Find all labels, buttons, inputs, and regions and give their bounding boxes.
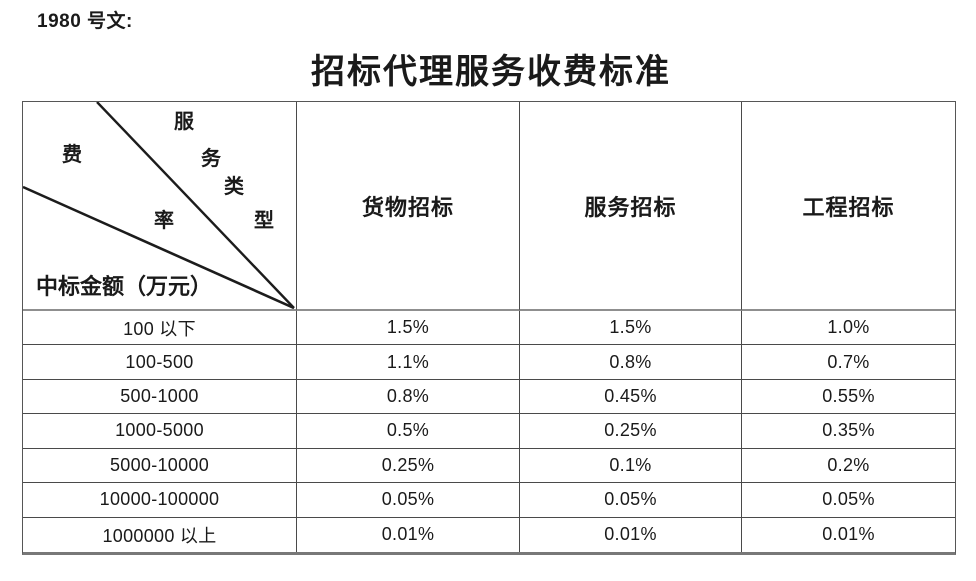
row-amount: 5000-10000: [23, 448, 297, 484]
corner-type-char-2: 务: [201, 146, 221, 170]
corner-rate-char-1: 费: [62, 142, 82, 166]
corner-rate-char-2: 率: [154, 208, 174, 232]
row-amount: 100 以下: [23, 311, 297, 346]
cell-works-rate: 0.01%: [822, 524, 875, 545]
corner-header-cell: 服 务 类 型 费 率 中标金额（万元）: [23, 102, 297, 311]
row-amount: 1000-5000: [23, 414, 297, 449]
cell-services-rate: 0.1%: [520, 448, 742, 484]
column-header-works: 工程招标: [742, 102, 955, 311]
row-amount: 10000-100000: [23, 483, 297, 518]
diagonal-divider-lines: [23, 102, 295, 309]
column-header-services: 服务招标: [520, 102, 742, 311]
cell-goods-rate: 1.1%: [297, 345, 520, 380]
cell-goods-rate: 0.01%: [297, 517, 520, 552]
cell-works-rate: 1.0%: [742, 311, 955, 346]
document-reference: 1980 号文:: [37, 11, 133, 32]
page-title: 招标代理服务收费标准: [311, 52, 671, 92]
cell-goods-rate: 0.8%: [297, 379, 520, 415]
corner-type-char-3: 类: [224, 174, 244, 198]
cell-services-rate: 0.01%: [520, 517, 742, 552]
cell-services-rate: 1.5%: [520, 311, 742, 346]
cell-services-rate: 0.25%: [520, 414, 742, 449]
cell-works-rate: 0.05%: [742, 483, 955, 518]
fee-standard-table: 服 务 类 型 费 率 中标金额（万元） 货物招标 服务招标 工程招标 100 …: [22, 101, 956, 555]
cell-works-rate: 0.2%: [742, 449, 955, 484]
cell-services-rate: 0.45%: [520, 379, 742, 415]
cell-goods-rate: 1.5%: [297, 311, 520, 346]
row-amount: 1000000 以上: [23, 517, 297, 552]
cell-works-rate: 0.35%: [742, 414, 955, 449]
cell-goods-rate: 0.05%: [297, 483, 520, 518]
corner-type-char-1: 服: [174, 109, 194, 133]
cell-goods-rate: 0.5%: [297, 414, 520, 449]
cell-goods-rate: 0.25%: [297, 448, 520, 484]
cell-works-rate: 0.55%: [742, 380, 955, 415]
corner-amount-label: 中标金额（万元）: [36, 274, 213, 300]
row-amount: 500-1000: [23, 379, 297, 415]
cell-works-rate: 0.7%: [742, 345, 955, 380]
cell-services-rate: 0.05%: [520, 483, 742, 518]
column-header-goods: 货物招标: [297, 102, 520, 311]
corner-type-char-4: 型: [254, 208, 274, 232]
row-amount: 100-500: [23, 345, 297, 380]
cell-services-rate: 0.8%: [520, 345, 742, 380]
